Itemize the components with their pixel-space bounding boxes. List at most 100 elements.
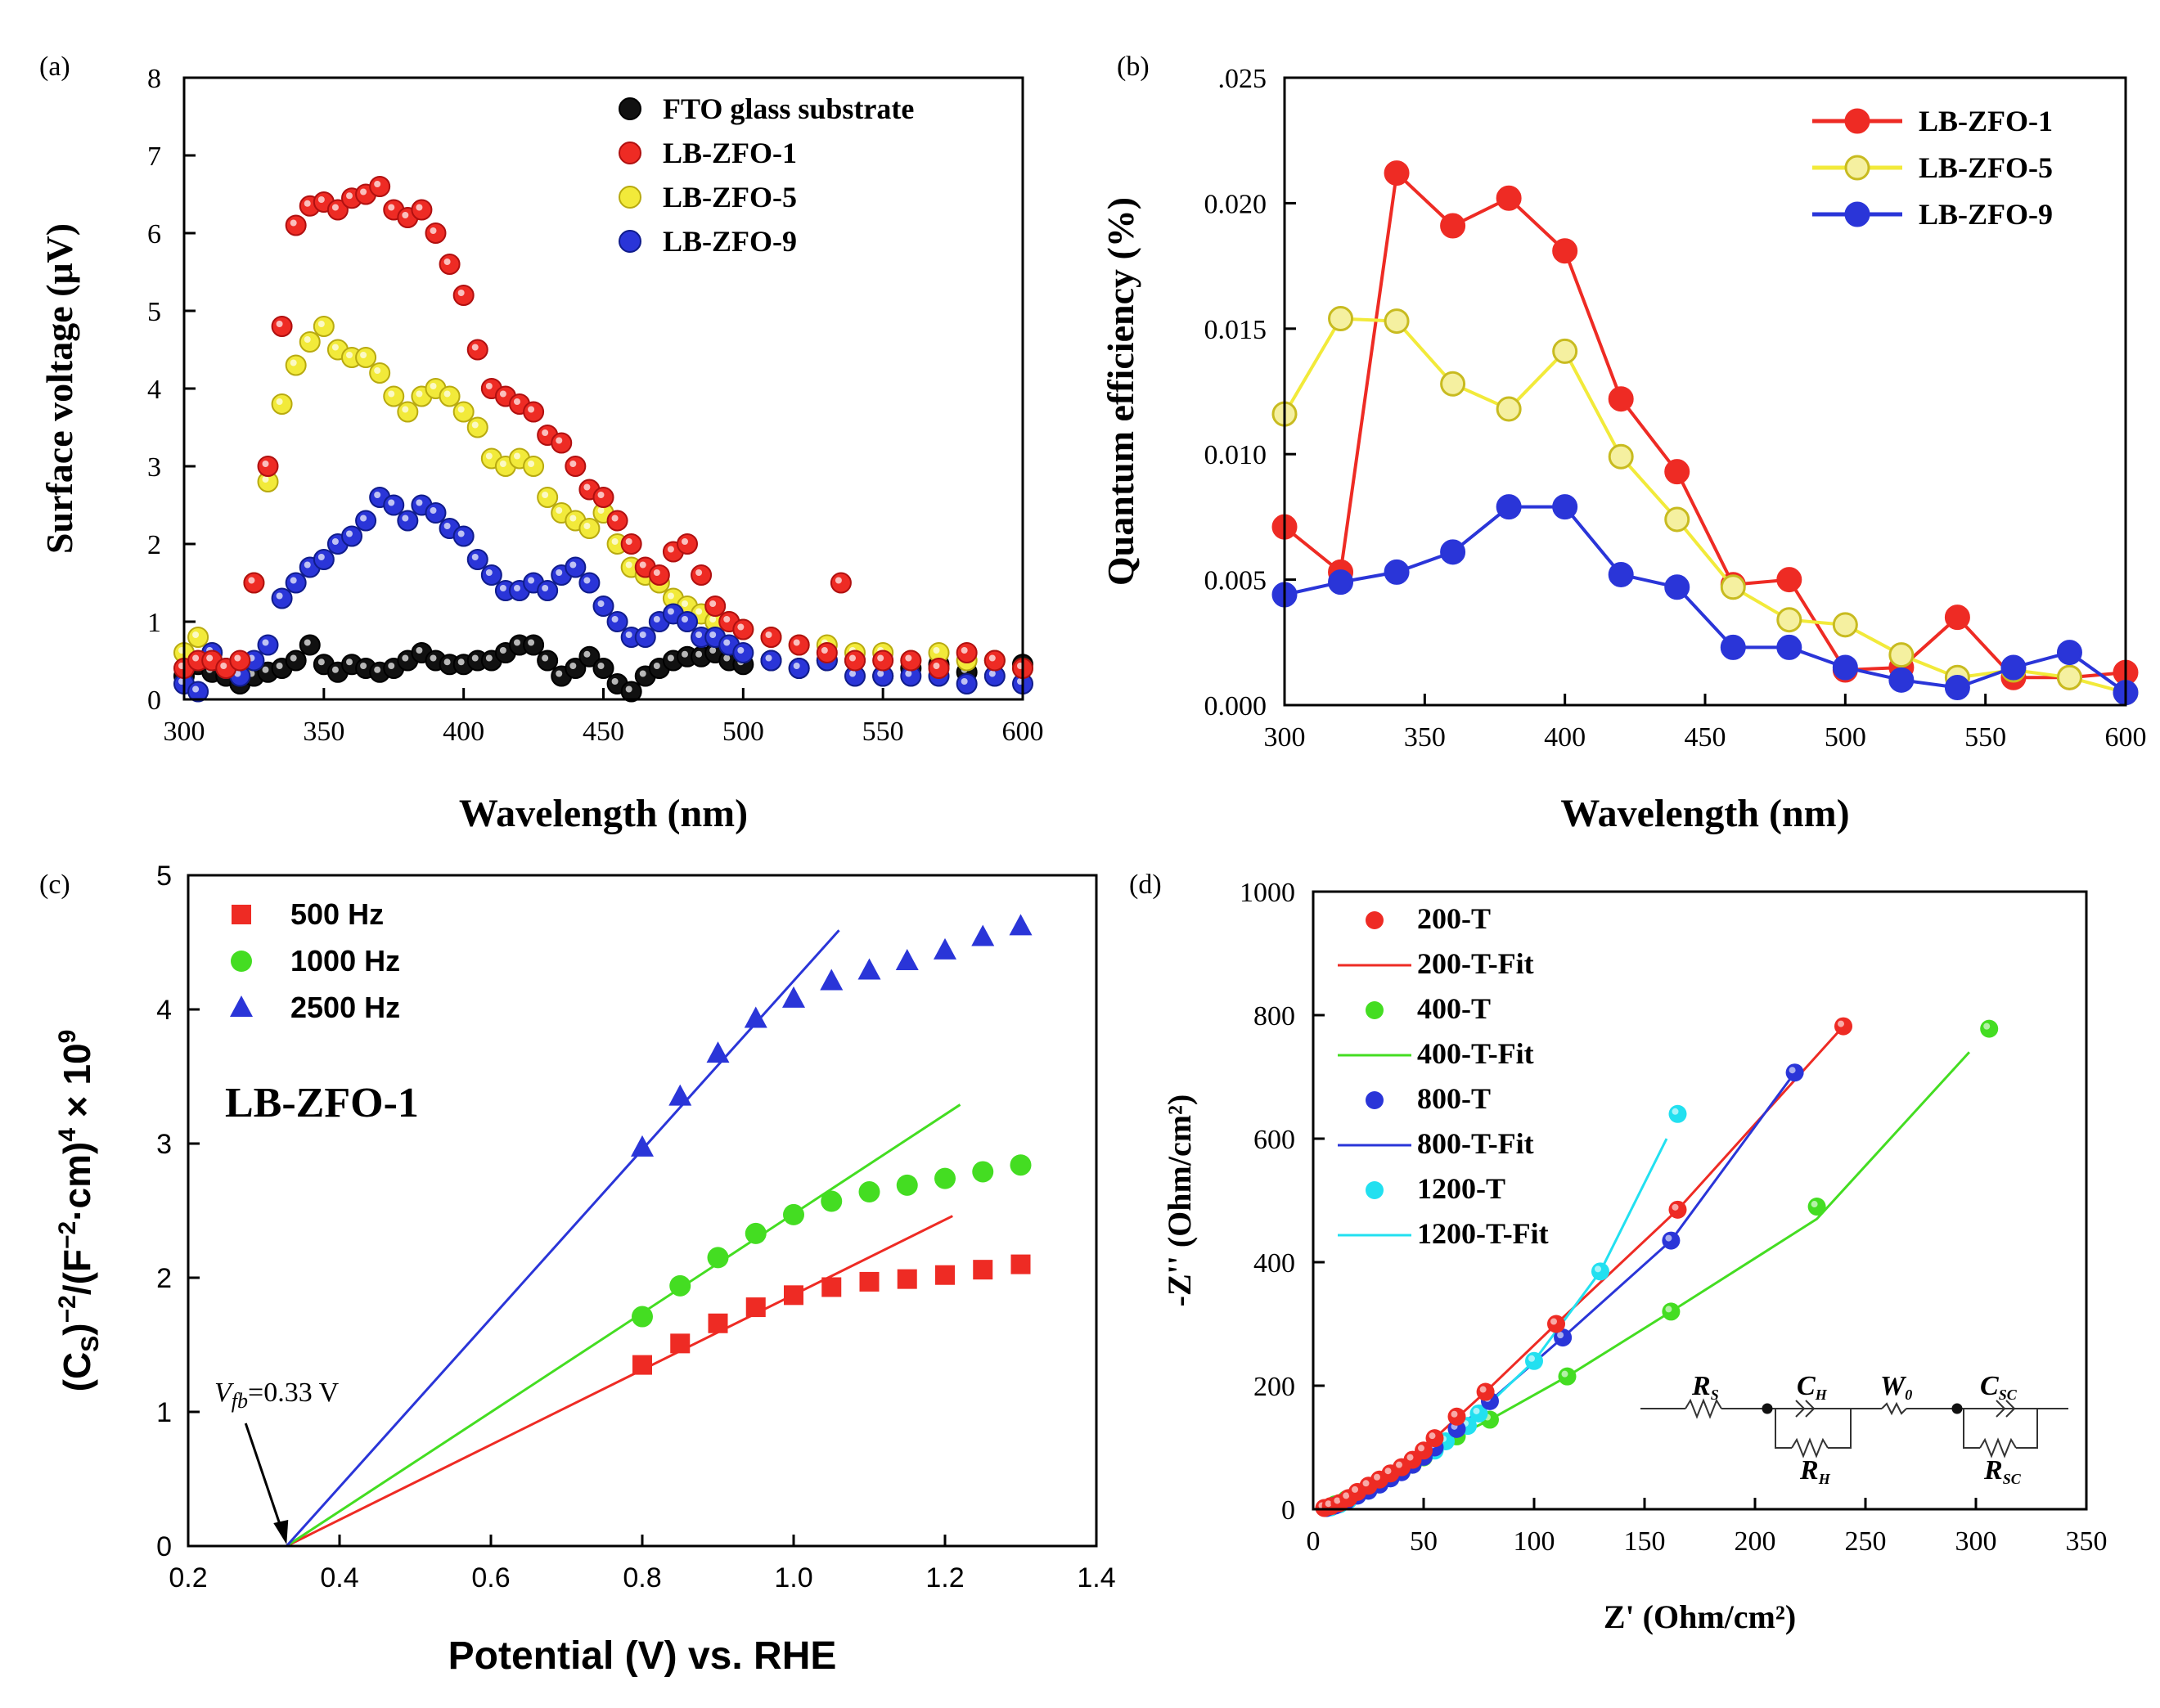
panel-d-legend-fit-label: 800-T-Fit — [1417, 1127, 1534, 1160]
point-highlight — [556, 670, 563, 677]
panel-c-point-2500hz — [1009, 914, 1033, 936]
panel-c-legend-label: 1000 Hz — [290, 944, 400, 978]
panel-d-equivalent-circuit — [1640, 1398, 2068, 1459]
cpe-csc — [1996, 1400, 2006, 1418]
panel-a-point-lb-zfo-9 — [592, 596, 614, 617]
point-highlight — [1672, 1108, 1679, 1115]
point-highlight — [514, 452, 520, 460]
point-highlight — [262, 666, 269, 673]
panel-a-point-lb-zfo-5 — [578, 518, 601, 539]
point-highlight — [206, 654, 214, 662]
ylabel-sub: S — [77, 1336, 104, 1352]
panel-c-legend-marker — [232, 905, 251, 924]
point-highlight — [457, 290, 465, 296]
panel-a-point-lb-zfo-5 — [439, 385, 461, 407]
point-highlight — [304, 336, 311, 343]
point-highlight — [723, 654, 731, 662]
point-highlight — [1811, 1201, 1818, 1208]
panel-a-point-lb-zfo-1 — [732, 618, 754, 640]
point-highlight — [402, 515, 409, 522]
panel-d-legend-fit-label: 1200-T-Fit — [1417, 1217, 1549, 1250]
point-highlight — [485, 654, 493, 662]
panel-a-legend-label: LB-ZFO-1 — [663, 137, 797, 169]
point-highlight — [276, 398, 283, 405]
panel-a-point-lb-zfo-1 — [704, 596, 727, 617]
point-highlight — [443, 658, 451, 666]
point-highlight — [1384, 1468, 1392, 1475]
panel-a-point-lb-zfo-9 — [341, 525, 362, 547]
panel-c-x-tick-label: 0.2 — [169, 1562, 207, 1593]
ylabel-part: ) — [56, 1323, 98, 1335]
panel-b-point-lb-zfo-5 — [1776, 607, 1802, 633]
point-highlight — [611, 515, 619, 522]
panel-d-point-200-t — [1668, 1200, 1687, 1219]
circuit-label-rh: RH — [1799, 1455, 1831, 1487]
point-highlight — [611, 678, 619, 685]
point-highlight — [569, 515, 577, 522]
point-highlight — [682, 650, 688, 658]
point-highlight — [709, 632, 717, 638]
panel-c-vfb-annotation: Vfb=0.33 V — [214, 1378, 340, 1413]
point-highlight — [1352, 1486, 1358, 1493]
circuit-node — [1762, 1403, 1773, 1414]
point-highlight — [346, 352, 353, 358]
point-highlight — [597, 600, 605, 607]
panel-d-x-tick-label: 100 — [1514, 1526, 1555, 1557]
panel-b-legend-label: LB-ZFO-1 — [1919, 105, 2053, 137]
panel-a-x-tick-label: 550 — [862, 717, 904, 747]
panel-a-legend-marker — [619, 230, 641, 253]
panel-b-y-axis-label: Quantum efficiency (%) — [1100, 197, 1141, 586]
panel-a-legend-marker — [619, 142, 641, 164]
panel-b-point-lb-zfo-5 — [1888, 642, 1915, 668]
point-highlight — [331, 538, 339, 545]
ylabel-part: /(F — [56, 1249, 98, 1295]
point-highlight — [457, 658, 465, 666]
panel-c-point-500hz — [973, 1260, 993, 1280]
circuit-label-wo: W0 — [1880, 1371, 1912, 1403]
point-highlight — [443, 523, 451, 529]
circuit-label-csc: CSC — [1980, 1371, 2018, 1403]
point-highlight — [499, 585, 506, 591]
panel-a-x-tick-label: 300 — [164, 717, 205, 747]
point-highlight — [569, 663, 577, 669]
panel-a-legend-marker — [619, 186, 641, 209]
panel-a-point-lb-zfo-9 — [257, 634, 279, 656]
point-highlight — [737, 647, 745, 654]
point-highlight — [317, 196, 325, 203]
panel-d-legend-label: 400-T — [1417, 992, 1491, 1025]
panel-a-point-lb-zfo-1 — [425, 222, 447, 244]
panel-a-y-tick-label: 0 — [147, 685, 161, 716]
panel-a-point-lb-zfo-1 — [326, 199, 349, 221]
panel-b-point-lb-zfo-9 — [1944, 675, 1970, 701]
panel-c-y-tick-label: 2 — [156, 1263, 172, 1294]
panel-a-y-tick-label: 2 — [147, 530, 161, 560]
point-highlight — [639, 561, 646, 569]
point-highlight — [556, 569, 563, 576]
panel-c-point-2500hz — [631, 1135, 654, 1157]
point-highlight — [667, 592, 674, 600]
point-highlight — [597, 663, 605, 669]
panel-d-y-tick-label: 200 — [1253, 1372, 1295, 1402]
point-highlight — [192, 632, 200, 638]
panel-a-point-fto-glass-substrate — [592, 658, 614, 679]
panel-b-line-lb-zfo-9 — [1284, 505, 2127, 694]
point-highlight — [597, 507, 605, 514]
point-highlight — [248, 577, 255, 584]
circuit-label-rs-subscript: S — [1711, 1387, 1719, 1403]
panel-a-point-lb-zfo-9 — [480, 564, 502, 586]
circuit-label-wo-subscript: 0 — [1905, 1387, 1912, 1403]
panel-d-point-1200-t — [1591, 1262, 1609, 1281]
panel-a-point-lb-zfo-9 — [271, 587, 293, 609]
panel-a-y-axis-label: Surface voltage (μV) — [38, 223, 80, 554]
panel-b-point-lb-zfo-1 — [1944, 605, 1970, 631]
panel-a-point-lb-zfo-1 — [452, 285, 475, 306]
panel-c-fit-line — [286, 1215, 953, 1548]
panel-a-point-lb-zfo-9 — [606, 611, 628, 632]
panel-c-point-2500hz — [857, 958, 881, 980]
point-highlight — [331, 344, 339, 351]
panel-c-point-2500hz — [971, 924, 995, 946]
point-highlight — [276, 592, 283, 600]
point-highlight — [695, 569, 703, 576]
point-highlight — [374, 666, 381, 673]
